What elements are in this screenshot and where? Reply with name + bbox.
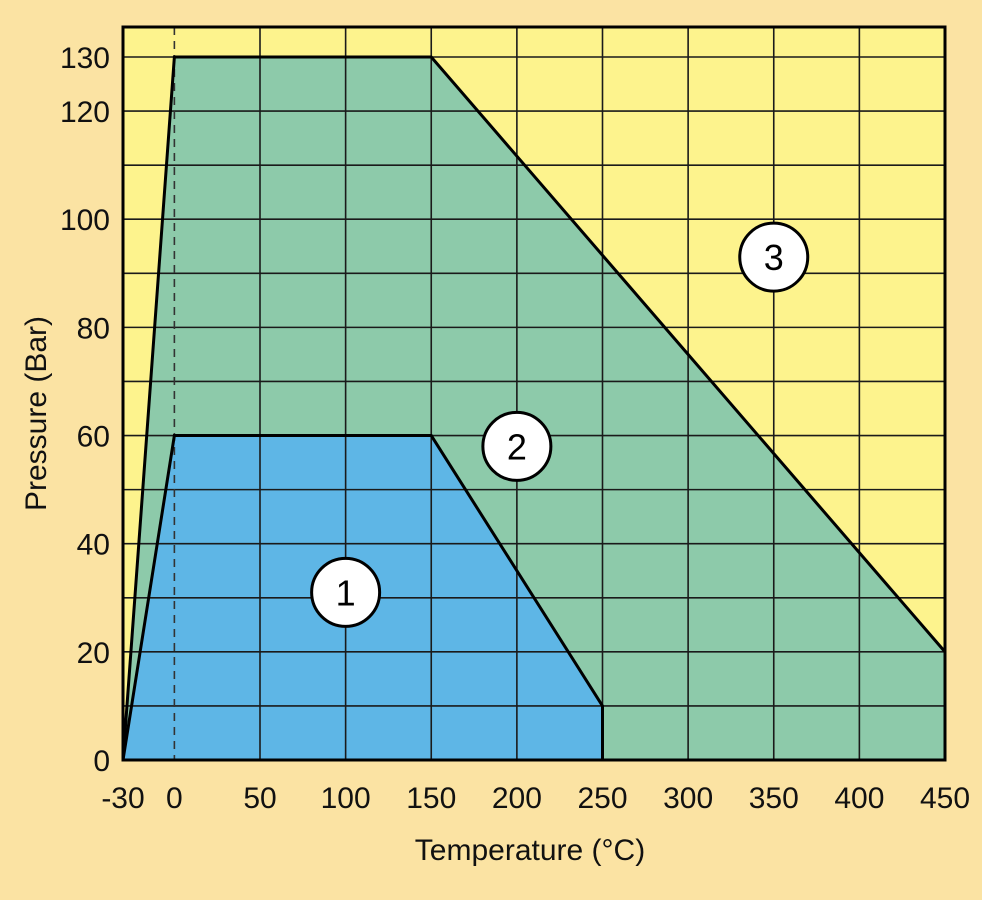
- x-tick-label: 300: [663, 782, 713, 815]
- x-tick-label: 350: [749, 782, 799, 815]
- x-tick-label: 250: [577, 782, 627, 815]
- region-badge-circle: [738, 221, 810, 293]
- y-tick-label: 100: [60, 204, 110, 237]
- y-tick-label: 40: [77, 529, 110, 562]
- region-badge-circle: [481, 410, 553, 482]
- region-badge-number: 3: [764, 237, 784, 278]
- y-tick-label: 20: [77, 637, 110, 670]
- region-3-badge: 3: [738, 221, 810, 293]
- x-tick-labels: -30 0 50 100 150 200 250 300 350 400 450: [101, 782, 970, 815]
- x-tick-label: 200: [492, 782, 542, 815]
- y-tick-label: 60: [77, 421, 110, 454]
- x-tick-label: 100: [321, 782, 371, 815]
- y-tick-label: 120: [60, 96, 110, 129]
- region-1-badge: 1: [310, 556, 382, 628]
- region-badge-number: 1: [336, 572, 356, 613]
- region-badge-number: 2: [507, 426, 527, 467]
- x-tick-label: -30: [101, 782, 144, 815]
- x-tick-label: 0: [166, 782, 183, 815]
- region-labels-layer: 2 1 3: [310, 221, 810, 628]
- plot-frame: [121, 25, 947, 762]
- y-tick-label: 80: [77, 312, 110, 345]
- y-tick-labels: 0 20 40 60 80 100 120 130: [60, 42, 110, 778]
- region-2-badge: 2: [481, 410, 553, 482]
- region-1-outline: [121, 434, 604, 761]
- y-tick-label: 130: [60, 42, 110, 75]
- y-axis-label: Pressure (Bar): [20, 316, 53, 511]
- x-tick-label: 450: [920, 782, 970, 815]
- y-tick-label: 0: [93, 745, 110, 778]
- x-tick-label: 150: [406, 782, 456, 815]
- x-tick-label: 50: [243, 782, 276, 815]
- x-axis-label: Temperature (°C): [415, 834, 645, 867]
- x-tick-label: 400: [834, 782, 884, 815]
- region-badge-circle: [310, 556, 382, 628]
